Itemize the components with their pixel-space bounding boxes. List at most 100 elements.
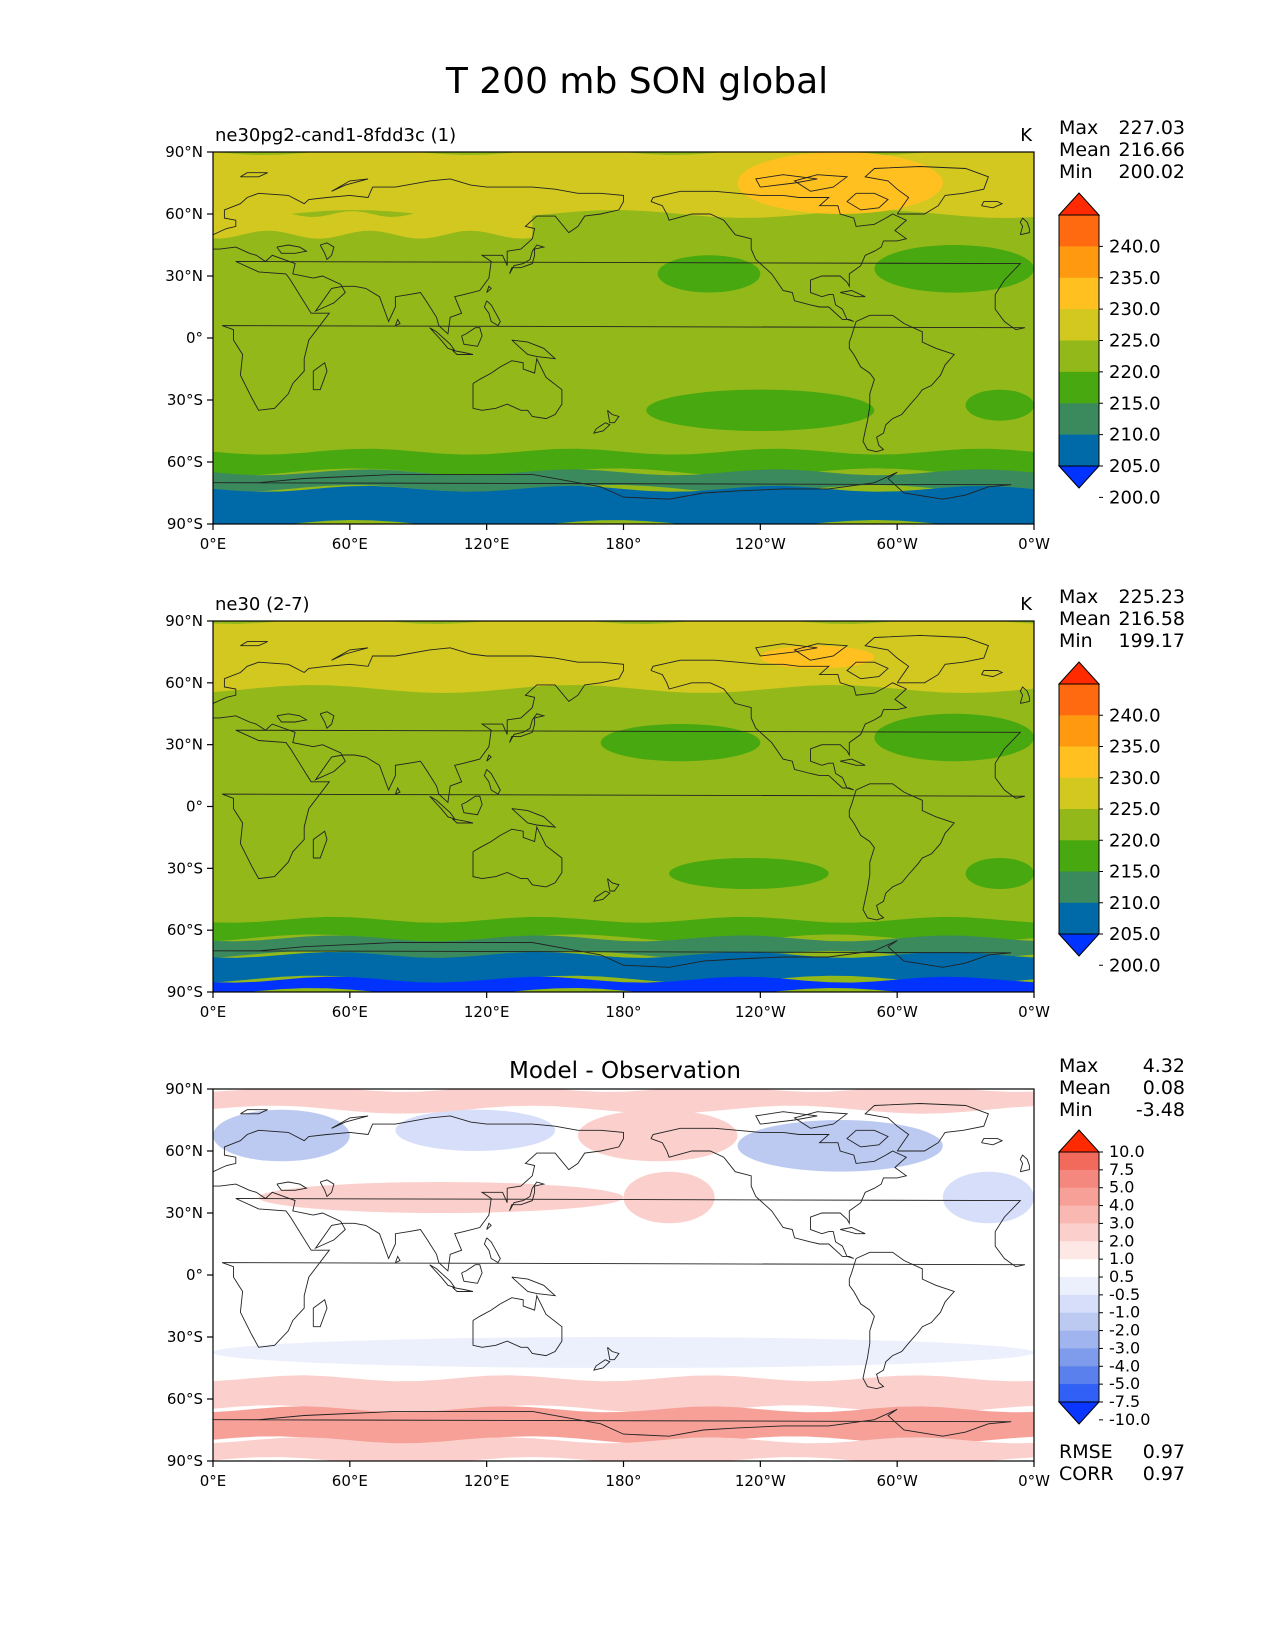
colorbar-tick-label: 200.0 xyxy=(1109,487,1161,508)
colorbar-tick-label: 200.0 xyxy=(1109,955,1161,976)
y-tick-label: 60°S xyxy=(167,453,203,471)
y-tick-label: 30°N xyxy=(165,1204,203,1222)
colorbar-tick-label: 4.0 xyxy=(1109,1196,1134,1215)
contour-region xyxy=(623,1171,715,1224)
contour-region xyxy=(577,1109,738,1162)
colorbar-segment xyxy=(1059,1205,1099,1224)
coastline xyxy=(593,890,611,902)
coastline xyxy=(864,166,989,215)
coastline xyxy=(483,1237,501,1264)
colorbar-segment xyxy=(1059,1152,1099,1171)
colorbar-segment xyxy=(1059,684,1099,716)
stat-max-value: 227.03 xyxy=(1119,117,1185,139)
colorbar-tick-label: -2.0 xyxy=(1109,1321,1140,1340)
x-tick-label: 60°W xyxy=(876,1472,918,1490)
x-tick-label: 120°W xyxy=(735,1472,786,1490)
y-tick-label: 60°N xyxy=(165,674,203,692)
contour-region xyxy=(213,1337,1034,1368)
contour-region xyxy=(600,724,761,762)
coastline xyxy=(452,1286,474,1292)
figure-title: T 200 mb SON global xyxy=(445,61,828,102)
colorbar-tick-label: 230.0 xyxy=(1109,299,1161,320)
contour-region xyxy=(965,389,1034,421)
coastline xyxy=(840,290,866,298)
contour-region xyxy=(213,1109,350,1162)
stat-max-value: 225.23 xyxy=(1119,586,1185,608)
colorbar-segment xyxy=(1059,871,1099,904)
coastline xyxy=(864,1103,989,1152)
colorbar-segment xyxy=(1059,1312,1099,1332)
contour-region xyxy=(395,1109,556,1152)
contour-region xyxy=(760,645,875,669)
colorbar-extend-min xyxy=(1057,1401,1101,1425)
coastline xyxy=(793,643,849,661)
y-tick-label: 0° xyxy=(186,329,203,347)
colorbar-tick-label: 0.5 xyxy=(1109,1267,1134,1286)
coastline xyxy=(981,670,1004,678)
x-tick-label: 120°E xyxy=(464,535,510,553)
colorbar-extend-min xyxy=(1057,933,1101,957)
colorbar-tick-label: 220.0 xyxy=(1109,830,1161,851)
colorbar-segment xyxy=(1059,246,1099,279)
colorbar-tick-label: 230.0 xyxy=(1109,768,1161,789)
colorbar-segment xyxy=(1059,715,1099,748)
rmse-label: RMSE xyxy=(1059,1441,1113,1463)
coastline xyxy=(1019,217,1030,236)
stat-min-value: 200.02 xyxy=(1119,161,1185,183)
coastline xyxy=(276,244,308,254)
colorbar-tick-label: 205.0 xyxy=(1109,456,1161,477)
coastline xyxy=(840,758,866,766)
colorbar-segment xyxy=(1059,1259,1099,1278)
contour-region xyxy=(737,1120,943,1172)
coastline xyxy=(1019,686,1030,704)
contour-region xyxy=(213,211,533,239)
coastline xyxy=(650,659,908,791)
coastline xyxy=(755,174,818,188)
colorbar-segment xyxy=(1059,309,1099,341)
coastline xyxy=(509,244,546,275)
coastline xyxy=(394,1255,401,1264)
panel-obs: 90°N 60°N 30°N 0° 30°S 60°S 90°S 0°E 60°E 120°E 18… xyxy=(165,586,1185,1021)
colorbar-tick-label: 235.0 xyxy=(1109,737,1161,758)
x-tick-label: 0°W xyxy=(1018,535,1050,553)
coastline xyxy=(593,1359,611,1371)
coastline xyxy=(846,1129,889,1148)
contour-region xyxy=(965,858,1034,889)
coastline xyxy=(483,300,501,327)
coastline xyxy=(607,409,620,424)
corr-label: CORR xyxy=(1059,1463,1114,1485)
coastline xyxy=(319,242,335,261)
y-tick-label: 90°S xyxy=(167,1452,203,1470)
colorbar-tick-label: -4.0 xyxy=(1109,1356,1140,1375)
x-tick-label: 120°E xyxy=(464,1472,510,1490)
stat-mean-value: 216.58 xyxy=(1119,608,1185,630)
y-tick-label: 90°S xyxy=(167,515,203,533)
stats-box: Max 225.23 Mean 216.58 Min 199.17 xyxy=(1059,586,1185,652)
colorbar-tick-label: -0.5 xyxy=(1109,1285,1140,1304)
stat-mean-label: Mean xyxy=(1059,139,1111,161)
colorbar-segment xyxy=(1059,746,1099,779)
contour-region xyxy=(213,1437,1034,1461)
colorbar-tick-label: 2.0 xyxy=(1109,1231,1134,1250)
y-tick-label: 60°S xyxy=(167,921,203,939)
colorbar-tick-label: 235.0 xyxy=(1109,268,1161,289)
contour-region xyxy=(657,255,761,293)
coastlines xyxy=(213,634,1030,968)
colorbar-tick-label: 225.0 xyxy=(1109,331,1161,352)
coastline xyxy=(221,261,1025,411)
coastline xyxy=(511,1276,557,1297)
contour-region xyxy=(258,1182,624,1213)
panel-units: K xyxy=(1020,125,1033,146)
x-tick-label: 0°W xyxy=(1018,1472,1050,1490)
stat-max-label: Max xyxy=(1059,117,1098,139)
colorbar-segment xyxy=(1059,371,1099,404)
coastline xyxy=(755,643,818,657)
x-tick-label: 180° xyxy=(605,535,641,553)
coastline xyxy=(511,808,557,828)
colorbar-segment xyxy=(1059,1348,1099,1367)
x-tick-label: 120°W xyxy=(735,1003,786,1021)
colorbar-tick-label: 215.0 xyxy=(1109,393,1161,414)
y-tick-label: 90°N xyxy=(165,143,203,161)
coastline xyxy=(1019,1154,1030,1173)
coastline xyxy=(394,318,401,327)
